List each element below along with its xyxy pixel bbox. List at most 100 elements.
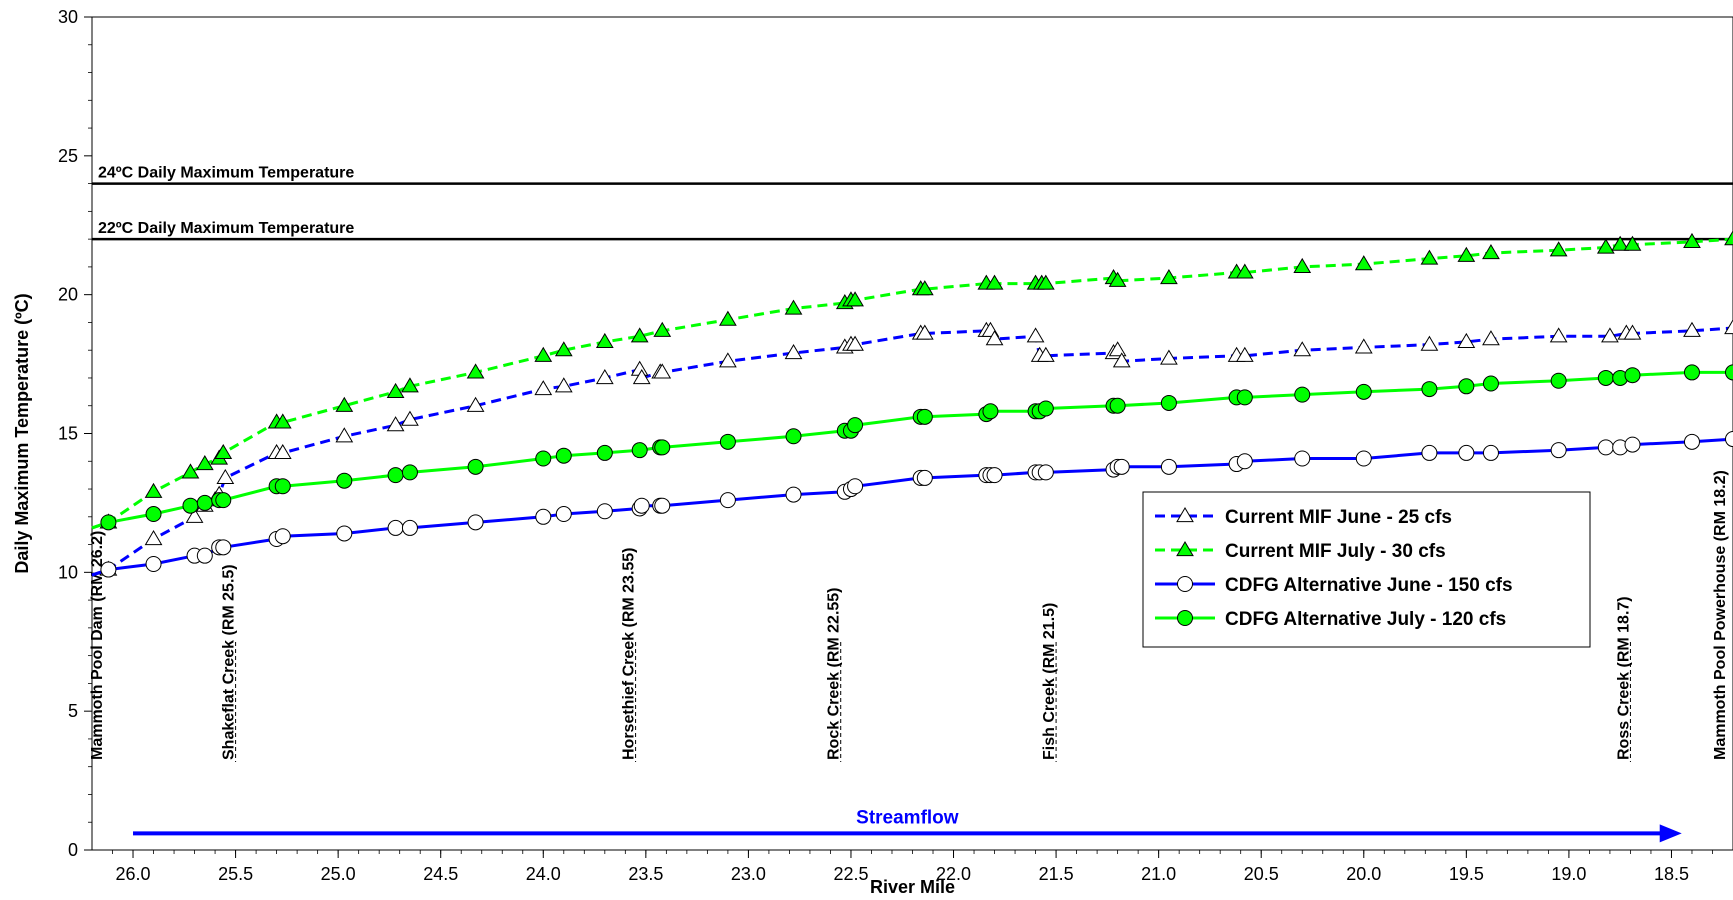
x-tick-label: 20.5 xyxy=(1244,864,1279,884)
data-point xyxy=(847,417,864,434)
data-point xyxy=(916,469,933,486)
data-point xyxy=(535,508,552,525)
data-point xyxy=(1611,235,1630,251)
data-point xyxy=(1624,367,1641,384)
data-point xyxy=(336,525,353,542)
data-point xyxy=(214,443,233,460)
location-label: Mammoth Pool Powerhouse (RM 18.2) xyxy=(1712,470,1729,760)
data-point xyxy=(1355,383,1372,400)
data-point xyxy=(1724,319,1733,335)
data-point xyxy=(466,363,485,379)
data-point xyxy=(1421,444,1438,461)
data-point xyxy=(847,478,864,495)
series-1 xyxy=(91,230,1733,530)
data-point xyxy=(554,377,573,393)
data-point xyxy=(784,343,803,360)
data-point xyxy=(1624,436,1641,453)
data-point xyxy=(1457,246,1476,262)
data-point xyxy=(401,519,418,536)
series-2 xyxy=(91,431,1733,578)
data-point xyxy=(1236,453,1253,470)
reference-line-label: 22ºC Daily Maximum Temperature xyxy=(98,220,354,237)
y-tick-label: 30 xyxy=(58,7,78,27)
data-point xyxy=(1160,394,1177,411)
y-tick-label: 25 xyxy=(58,146,78,166)
data-point xyxy=(785,428,802,445)
location-label: Rock Creek (RM 22.55) xyxy=(826,587,843,760)
data-point xyxy=(195,455,214,471)
data-point xyxy=(1482,244,1500,260)
data-point xyxy=(274,478,291,495)
location-label: Fish Creek (RM 21.5) xyxy=(1041,603,1058,760)
data-point xyxy=(554,341,573,357)
data-point xyxy=(386,382,405,398)
x-tick-label: 18.5 xyxy=(1654,864,1689,884)
data-point xyxy=(1549,327,1568,343)
data-point xyxy=(630,327,649,343)
data-point xyxy=(1683,232,1701,249)
data-point xyxy=(1601,327,1619,343)
data-point xyxy=(216,468,235,485)
data-point xyxy=(466,396,485,412)
data-point xyxy=(1725,431,1733,448)
data-point xyxy=(1550,442,1567,459)
data-point xyxy=(1036,346,1055,362)
data-point xyxy=(1108,271,1127,287)
data-point xyxy=(631,442,648,459)
data-point xyxy=(784,299,803,315)
data-point xyxy=(144,530,163,546)
data-point xyxy=(633,497,650,514)
data-point xyxy=(985,330,1004,346)
x-tick-label: 24.0 xyxy=(526,864,561,884)
data-point xyxy=(467,458,484,475)
legend-box xyxy=(1142,491,1591,648)
data-point xyxy=(196,494,213,511)
data-point xyxy=(846,335,864,351)
data-point xyxy=(1482,444,1499,461)
data-point xyxy=(335,396,354,412)
data-point xyxy=(387,467,404,484)
data-point xyxy=(1457,332,1476,348)
data-point xyxy=(555,506,572,523)
data-point xyxy=(654,439,671,456)
data-point xyxy=(1420,335,1439,351)
data-point xyxy=(1235,263,1254,279)
data-point xyxy=(145,556,162,573)
data-point xyxy=(1160,458,1177,475)
y-tick-label: 20 xyxy=(58,285,78,305)
legend-entry: CDFG Alternative July - 120 cfs xyxy=(1225,609,1506,630)
data-point xyxy=(534,346,553,362)
data-point xyxy=(985,274,1004,290)
data-point xyxy=(336,472,353,489)
data-point xyxy=(653,363,672,379)
data-point xyxy=(1294,450,1311,467)
data-point xyxy=(596,503,613,520)
x-tick-label: 19.0 xyxy=(1551,864,1586,884)
data-point xyxy=(401,410,419,426)
data-point xyxy=(1112,352,1131,368)
data-point xyxy=(1355,450,1372,467)
data-point xyxy=(196,547,213,564)
data-point xyxy=(215,492,232,509)
streamflow-label: Streamflow xyxy=(856,807,959,828)
data-point xyxy=(1354,338,1373,354)
x-tick-label: 21.5 xyxy=(1039,864,1074,884)
data-point xyxy=(1109,397,1126,414)
x-tick-label: 19.5 xyxy=(1449,864,1484,884)
data-point xyxy=(719,492,736,509)
data-point xyxy=(182,497,199,514)
data-point xyxy=(1037,464,1054,481)
data-point xyxy=(387,519,404,536)
data-point xyxy=(1549,241,1568,257)
data-point xyxy=(916,408,933,425)
data-point xyxy=(1596,238,1615,254)
legend-entry: Current MIF July - 30 cfs xyxy=(1225,541,1446,562)
reference-line-label: 24ºC Daily Maximum Temperature xyxy=(98,165,354,182)
data-point xyxy=(215,539,232,556)
data-point xyxy=(386,416,405,432)
data-point xyxy=(1482,375,1499,392)
x-tick-label: 22.5 xyxy=(833,864,868,884)
x-tick-label: 20.0 xyxy=(1346,864,1381,884)
x-tick-label: 22.0 xyxy=(936,864,971,884)
